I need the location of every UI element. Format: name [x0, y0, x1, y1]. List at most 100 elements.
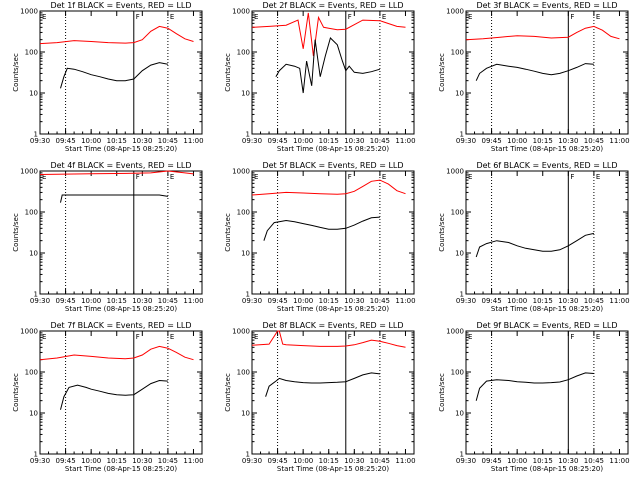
- x-tick-label: 10:45: [370, 457, 390, 465]
- x-tick-label: 10:30: [344, 297, 364, 305]
- y-tick-label: 1: [460, 291, 464, 299]
- flag-label: E: [382, 13, 386, 21]
- panel-title: Det 3f BLACK = Events, RED = LLD: [476, 1, 617, 10]
- panel-title: Det 4f BLACK = Events, RED = LLD: [50, 161, 191, 170]
- x-tick-label: 10:30: [132, 137, 152, 145]
- plot-frame: [39, 10, 203, 135]
- flag-label: E: [468, 333, 472, 341]
- y-tick-label: 10: [29, 90, 38, 98]
- y-tick-label: 1: [34, 451, 38, 459]
- flag-label: F: [136, 13, 140, 21]
- panel-6: Det 6f BLACK = Events, RED = LLD 1 10 100 10…: [438, 161, 630, 313]
- x-tick-label: 09:30: [30, 297, 50, 305]
- y-tick-label: 100: [25, 49, 38, 57]
- x-tick-label: 10:15: [533, 137, 553, 145]
- lld-series-line: [39, 170, 194, 175]
- y-tick-label: 1: [246, 291, 250, 299]
- y-axis-label: Counts/sec: [224, 53, 232, 92]
- x-tick-label: 10:45: [158, 457, 178, 465]
- panel-title: Det 1f BLACK = Events, RED = LLD: [50, 1, 191, 10]
- y-tick-label: 1000: [446, 168, 464, 176]
- lld-series-line: [251, 12, 406, 57]
- x-tick-label: 11:00: [183, 457, 203, 465]
- y-tick-label: 1000: [20, 328, 38, 336]
- y-tick-label: 1000: [20, 8, 38, 16]
- flag-label: F: [570, 333, 574, 341]
- flag-label: E: [382, 333, 386, 341]
- x-tick-label: 09:45: [481, 137, 501, 145]
- x-axis-label: Start Time (08-Apr-15 08:25:20): [65, 145, 177, 153]
- x-tick-label: 09:30: [456, 137, 476, 145]
- panel-title: Det 5f BLACK = Events, RED = LLD: [262, 161, 403, 170]
- x-tick-label: 10:00: [81, 457, 101, 465]
- x-tick-label: 10:15: [107, 457, 127, 465]
- x-tick-label: 09:45: [267, 457, 287, 465]
- plot-frame: [251, 170, 415, 295]
- events-series-line: [475, 63, 594, 81]
- x-tick-label: 10:30: [558, 297, 578, 305]
- y-tick-label: 1: [460, 131, 464, 139]
- x-tick-label: 10:45: [370, 137, 390, 145]
- x-axis-label: Start Time (08-Apr-15 08:25:20): [491, 465, 603, 473]
- y-axis-label: Counts/sec: [438, 213, 446, 252]
- x-tick-label: 10:45: [584, 457, 604, 465]
- x-tick-label: 11:00: [609, 457, 629, 465]
- x-axis-label: Start Time (08-Apr-15 08:25:20): [277, 145, 389, 153]
- flag-label: E: [254, 333, 258, 341]
- x-tick-label: 10:30: [132, 457, 152, 465]
- plot-frame: [465, 330, 629, 455]
- x-tick-label: 09:30: [456, 457, 476, 465]
- panel-9: Det 9f BLACK = Events, RED = LLD 1 10 100 10…: [438, 321, 630, 473]
- x-tick-label: 10:30: [132, 297, 152, 305]
- flag-label: E: [170, 333, 174, 341]
- flag-label: E: [170, 173, 174, 181]
- y-axis-label: Counts/sec: [12, 213, 20, 252]
- y-tick-label: 100: [25, 369, 38, 377]
- y-tick-label: 1000: [232, 168, 250, 176]
- flag-label: F: [136, 333, 140, 341]
- panel-1: Det 1f BLACK = Events, RED = LLD 1 10 100 10…: [12, 1, 204, 153]
- x-tick-label: 09:30: [30, 457, 50, 465]
- x-tick-label: 10:00: [81, 137, 101, 145]
- y-tick-label: 100: [25, 209, 38, 217]
- x-tick-label: 10:15: [319, 457, 339, 465]
- y-tick-label: 1: [460, 451, 464, 459]
- y-tick-label: 10: [29, 250, 38, 258]
- x-axis-label: Start Time (08-Apr-15 08:25:20): [491, 305, 603, 313]
- panel-7: Det 7f BLACK = Events, RED = LLD 1 10 100 10…: [12, 321, 204, 473]
- x-tick-label: 11:00: [395, 137, 415, 145]
- flag-label: E: [42, 333, 46, 341]
- flag-label: F: [348, 333, 352, 341]
- x-tick-label: 11:00: [395, 457, 415, 465]
- panel-title: Det 6f BLACK = Events, RED = LLD: [476, 161, 617, 170]
- x-tick-label: 10:00: [81, 297, 101, 305]
- flag-label: E: [468, 173, 472, 181]
- flag-label: F: [136, 173, 140, 181]
- y-tick-label: 1000: [232, 8, 250, 16]
- x-tick-label: 11:00: [183, 297, 203, 305]
- y-axis-label: Counts/sec: [12, 373, 20, 412]
- y-tick-label: 1000: [446, 8, 464, 16]
- lld-series-line: [465, 25, 620, 41]
- y-tick-label: 100: [451, 49, 464, 57]
- x-tick-label: 10:15: [533, 457, 553, 465]
- y-axis-label: Counts/sec: [12, 53, 20, 92]
- y-tick-label: 1000: [20, 168, 38, 176]
- events-series-line: [265, 372, 380, 397]
- events-series-line: [263, 216, 380, 241]
- flag-label: F: [348, 173, 352, 181]
- x-tick-label: 09:30: [242, 457, 262, 465]
- y-tick-label: 100: [451, 369, 464, 377]
- panel-3: Det 3f BLACK = Events, RED = LLD 1 10 100 10…: [438, 1, 630, 153]
- x-axis-label: Start Time (08-Apr-15 08:25:20): [65, 465, 177, 473]
- x-axis-label: Start Time (08-Apr-15 08:25:20): [277, 465, 389, 473]
- plot-frame: [251, 10, 415, 135]
- y-tick-label: 1: [246, 131, 250, 139]
- x-tick-label: 11:00: [609, 297, 629, 305]
- y-tick-label: 10: [455, 410, 464, 418]
- lld-series-line: [39, 25, 194, 45]
- flag-label: E: [596, 173, 600, 181]
- panel-title: Det 2f BLACK = Events, RED = LLD: [262, 1, 403, 10]
- flag-label: E: [468, 13, 472, 21]
- x-tick-label: 10:15: [533, 297, 553, 305]
